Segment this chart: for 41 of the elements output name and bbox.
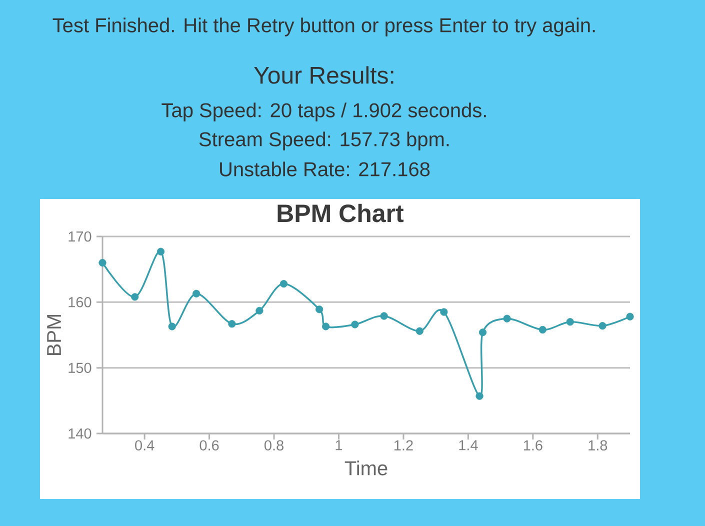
point bbox=[156, 248, 165, 256]
text: Test Finished. Hit the Retry button or press Enter to try again. bbox=[52, 18, 595, 36]
point bbox=[503, 314, 511, 322]
x-tick-label: 0.8 bbox=[264, 440, 284, 450]
text: Unstable Rate: 217.168 bbox=[220, 162, 430, 176]
point bbox=[131, 293, 139, 301]
x-tick-label: 1 bbox=[336, 440, 342, 450]
text: Tap Speed: 20 taps / 1.902 seconds. bbox=[162, 102, 486, 122]
x-tick-label: 0.6 bbox=[200, 440, 219, 450]
point bbox=[256, 306, 264, 315]
text: Your Results: bbox=[254, 66, 394, 84]
point bbox=[626, 312, 634, 320]
x-tick-label: 0.4 bbox=[135, 440, 154, 450]
x-tick-label: 1.6 bbox=[524, 440, 542, 450]
y-axis-title: BPM bbox=[47, 314, 61, 356]
point bbox=[351, 320, 359, 328]
point bbox=[192, 290, 200, 298]
x-tick-label: 1.8 bbox=[588, 440, 608, 450]
point bbox=[440, 308, 448, 316]
point bbox=[98, 258, 106, 267]
point bbox=[316, 306, 324, 314]
point bbox=[322, 322, 330, 330]
point bbox=[598, 322, 606, 330]
x-tick-label: 1.2 bbox=[394, 440, 413, 450]
y-tick-label: 140 bbox=[68, 428, 92, 439]
point bbox=[476, 392, 484, 400]
point bbox=[228, 320, 236, 328]
y-tick-label: 150 bbox=[68, 362, 92, 373]
x-tick-label: 1.4 bbox=[459, 440, 478, 450]
point bbox=[416, 327, 424, 335]
point bbox=[566, 318, 574, 326]
point bbox=[280, 280, 288, 288]
point bbox=[168, 322, 176, 330]
y-tick-label: 160 bbox=[68, 297, 92, 308]
point bbox=[538, 326, 546, 334]
point bbox=[380, 312, 388, 320]
x-axis-title: Time bbox=[344, 460, 388, 476]
y-tick-label: 170 bbox=[68, 231, 92, 242]
point bbox=[478, 328, 487, 336]
text: Stream Speed: 157.73 bpm. bbox=[199, 132, 449, 150]
chart-title: BPM Chart bbox=[278, 204, 404, 222]
